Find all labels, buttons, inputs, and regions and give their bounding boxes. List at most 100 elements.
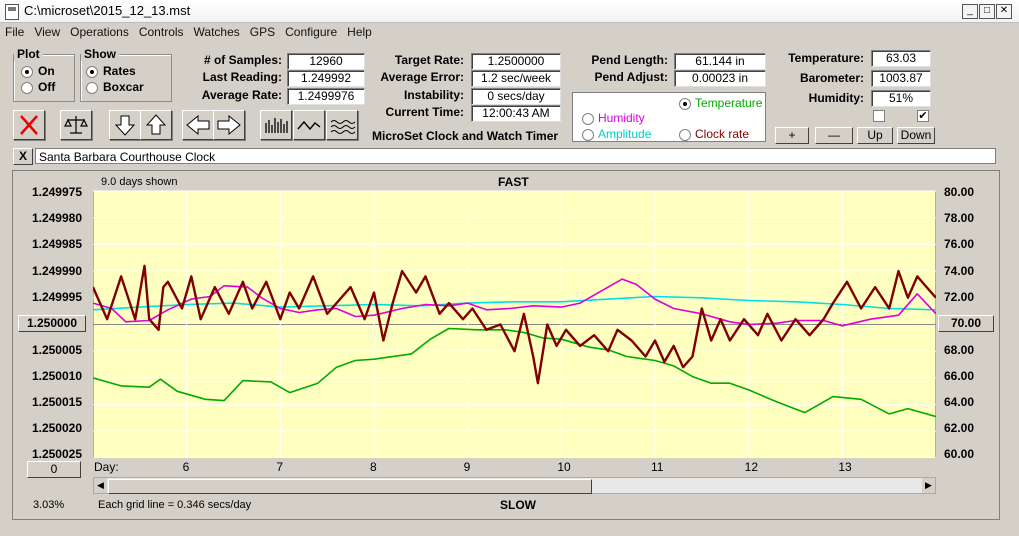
show-group: Show	[80, 47, 172, 102]
pend-adjust-label: Pend Adjust:	[594, 70, 668, 84]
close-window-button[interactable]: ✕	[996, 4, 1012, 19]
menu-controls[interactable]: Controls	[138, 25, 184, 39]
last-reading-field: 1.249992	[287, 70, 365, 87]
amplitude-radio[interactable]: Amplitude	[582, 127, 651, 141]
up-button[interactable]: Up	[857, 127, 893, 144]
ripple-button[interactable]	[326, 110, 358, 140]
plot-off-radio[interactable]: Off	[21, 80, 55, 94]
left-tick-label: 1.249995	[31, 290, 82, 304]
x-tick-label: 10	[557, 460, 571, 474]
minus-button[interactable]: —	[815, 127, 853, 144]
radio-icon	[679, 128, 691, 141]
bar-graph-icon	[265, 118, 288, 133]
plus-button[interactable]: +	[775, 127, 809, 144]
average-error-label: Average Error:	[380, 70, 464, 84]
x-tick-label: 13	[838, 460, 852, 474]
red-x-icon	[20, 115, 38, 135]
day-axis-label: Day:	[94, 460, 119, 474]
humidity-radio[interactable]: Humidity	[582, 111, 645, 125]
x-tick-label: 8	[370, 460, 377, 474]
wave-button[interactable]	[293, 110, 325, 140]
scale-icon	[64, 116, 88, 134]
right-arrow-button[interactable]	[213, 110, 245, 140]
right-tick-label: 76.00	[944, 237, 975, 251]
temperature-label: Temperature:	[788, 51, 864, 65]
x-tick-label: 12	[744, 460, 759, 474]
right-center-button[interactable]: 70.00	[938, 315, 994, 332]
left-tick-label: 1.250020	[31, 421, 82, 435]
right-tick-label: 60.00	[944, 447, 975, 461]
average-error-field: 1.2 sec/week	[471, 70, 561, 87]
slow-label: SLOW	[500, 498, 536, 512]
series-lines	[93, 264, 936, 418]
horizontal-scrollbar[interactable]: ◀ ▶	[93, 477, 936, 494]
up-arrow-button[interactable]	[140, 110, 172, 140]
checkbox-1[interactable]	[873, 110, 885, 122]
radio-icon	[21, 81, 33, 94]
barometer-field: 1003.87	[871, 70, 931, 87]
x-tick-label: 11	[651, 460, 664, 474]
target-rate-label: Target Rate:	[394, 53, 464, 67]
plot-group-title: Plot	[14, 47, 43, 61]
scroll-right-icon[interactable]: ▶	[922, 478, 935, 493]
stop-button[interactable]	[13, 110, 45, 140]
rate-line	[93, 264, 936, 385]
arrow-up-icon	[145, 114, 167, 135]
clock-rate-radio[interactable]: Clock rate	[679, 127, 749, 141]
balance-button[interactable]	[60, 110, 92, 140]
radio-selected-icon	[679, 97, 691, 110]
menu-file[interactable]: File	[5, 25, 25, 39]
show-boxcar-radio[interactable]: Boxcar	[86, 80, 144, 94]
fast-label: FAST	[498, 175, 529, 189]
bottom-left-button[interactable]: 0	[27, 461, 81, 478]
arrow-left-icon	[186, 114, 210, 136]
menu-gps[interactable]: GPS	[249, 25, 276, 39]
clear-description-button[interactable]: X	[13, 148, 33, 165]
radio-icon	[86, 81, 98, 94]
down-arrow-button[interactable]	[109, 110, 141, 140]
description-field[interactable]: Santa Barbara Courthouse Clock	[35, 148, 996, 164]
down-button[interactable]: Down	[897, 127, 935, 144]
menu-watches[interactable]: Watches	[193, 25, 240, 39]
left-tick-label: 1.250025	[31, 447, 82, 461]
barometer-label: Barometer:	[799, 71, 864, 85]
average-rate-field: 1.2499976	[287, 88, 365, 105]
x-tick-label: 6	[182, 460, 190, 474]
plot-on-radio[interactable]: On	[21, 64, 55, 78]
radio-selected-icon	[86, 65, 98, 78]
bars-button[interactable]	[260, 110, 292, 140]
scroll-left-icon[interactable]: ◀	[94, 478, 107, 493]
menu-configure[interactable]: Configure	[285, 25, 338, 39]
last-reading-label: Last Reading:	[202, 70, 282, 84]
menu-help[interactable]: Help	[347, 25, 372, 39]
rate-chart[interactable]	[93, 176, 936, 458]
checkbox-2[interactable]: ✔	[917, 110, 929, 122]
show-group-title: Show	[81, 47, 119, 61]
maximize-button[interactable]: □	[979, 4, 995, 19]
pend-length-field[interactable]: 61.144 in	[674, 53, 766, 70]
left-tick-label: 1.249975	[31, 185, 82, 199]
plot-panel	[12, 170, 1000, 520]
target-rate-field[interactable]: 1.2500000	[471, 53, 561, 70]
ripple-icon	[330, 120, 356, 134]
samples-label: # of Samples:	[203, 53, 282, 67]
right-tick-label: 80.00	[944, 185, 975, 199]
left-arrow-button[interactable]	[182, 110, 214, 140]
plot-group: Plot	[13, 47, 75, 102]
window-title: C:\microset\2015_12_13.mst	[24, 3, 191, 18]
temperature-radio[interactable]: Temperature	[679, 96, 762, 110]
minimize-button[interactable]: _	[962, 4, 978, 19]
title-bar: C:\microset\2015_12_13.mst _ □ ✕	[0, 0, 1019, 23]
scroll-thumb[interactable]	[108, 479, 592, 494]
menu-view[interactable]: View	[34, 25, 61, 39]
show-rates-radio[interactable]: Rates	[86, 64, 136, 78]
left-tick-label: 1.249990	[31, 264, 82, 278]
instability-label: Instability:	[403, 88, 464, 102]
left-tick-label: 1.249985	[31, 237, 82, 251]
left-center-button[interactable]: 1.250000	[18, 315, 86, 332]
humidity-line	[93, 278, 936, 327]
menu-operations[interactable]: Operations	[70, 25, 129, 39]
left-tick-label: 1.250010	[31, 369, 82, 383]
x-tick-label: 7	[276, 460, 284, 474]
pend-length-label: Pend Length:	[591, 53, 668, 67]
